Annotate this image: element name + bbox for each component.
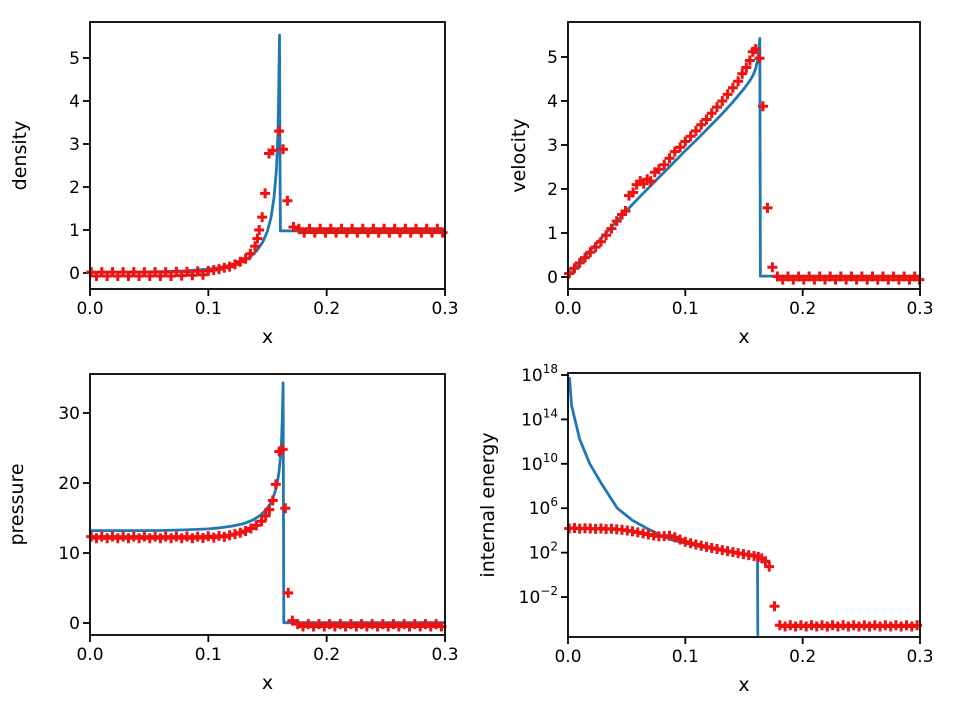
x-tick-label: 0.2 <box>789 299 816 319</box>
x-tick-label: 0.0 <box>76 645 103 665</box>
x-axis-label: x <box>262 672 273 694</box>
y-tick-label: 10−2 <box>519 584 558 608</box>
x-axis: 0.0 0.1 0.2 0.3 <box>554 289 934 319</box>
y-axis: 0 1 2 3 4 5 <box>547 48 568 288</box>
x-tick-label: 0.2 <box>313 299 340 319</box>
subplot-internal-energy: 0.0 0.1 0.2 0.3 10−2 102 106 1010 1014 1018 x inter… <box>477 360 960 720</box>
axes-frame <box>89 373 446 636</box>
y-tick-label: 1010 <box>521 451 558 475</box>
analytic-solution-line <box>90 381 445 625</box>
y-axis: 0 1 2 3 4 5 <box>69 49 90 284</box>
analytic-solution-line <box>568 377 760 636</box>
simulation-plus-markers <box>86 444 447 632</box>
y-axis-label: pressure <box>6 463 28 545</box>
x-tick-label: 0.0 <box>554 647 581 667</box>
chart-density: 0.0 0.1 0.2 0.3 0 1 2 3 4 5 x density <box>9 21 459 348</box>
x-tick-label: 0.2 <box>789 647 816 667</box>
y-tick-label: 1 <box>547 224 558 244</box>
x-axis: 0.0 0.1 0.2 0.3 <box>76 289 459 319</box>
subplot-pressure: 0.0 0.1 0.2 0.3 0 10 20 30 x pressure <box>0 360 480 720</box>
x-tick-label: 0.1 <box>195 645 222 665</box>
y-axis-label: density <box>9 121 31 191</box>
axes-frame <box>567 21 921 290</box>
x-axis-label: x <box>738 674 749 696</box>
y-tick-label: 10 <box>58 544 80 564</box>
x-tick-label: 0.3 <box>431 645 458 665</box>
x-axis-label: x <box>262 326 273 348</box>
y-tick-label: 106 <box>529 495 558 519</box>
simulation-plus-markers <box>564 523 923 632</box>
y-axis-label: velocity <box>508 118 530 192</box>
y-axis: 10−2 102 106 1010 1014 1018 <box>519 362 568 608</box>
axes-frame <box>89 21 446 290</box>
y-tick-label: 4 <box>547 92 558 112</box>
chart-velocity: 0.0 0.1 0.2 0.3 0 1 2 3 4 5 x velocity <box>508 21 934 348</box>
y-axis: 0 10 20 30 <box>58 404 90 634</box>
x-tick-label: 0.0 <box>76 299 103 319</box>
y-axis-label: internal energy <box>480 432 499 577</box>
x-tick-label: 0.0 <box>554 299 581 319</box>
subplot-velocity: 0.0 0.1 0.2 0.3 0 1 2 3 4 5 x velocity <box>480 0 960 360</box>
axes-frame <box>567 372 921 638</box>
chart-pressure: 0.0 0.1 0.2 0.3 0 10 20 30 x pressure <box>6 373 459 694</box>
y-tick-label: 30 <box>58 404 80 424</box>
y-tick-label: 1 <box>69 221 80 241</box>
chart-internal_energy: 0.0 0.1 0.2 0.3 10−2 102 106 1010 1014 1018 x inter… <box>477 362 934 696</box>
x-tick-label: 0.1 <box>672 299 699 319</box>
subplot-density: 0.0 0.1 0.2 0.3 0 1 2 3 4 5 x density <box>0 0 480 360</box>
y-tick-label: 5 <box>547 48 558 68</box>
y-tick-label: 2 <box>69 178 80 198</box>
x-tick-label: 0.3 <box>431 299 458 319</box>
simulation-plus-markers <box>564 44 925 285</box>
simulation-plus-markers <box>86 126 448 281</box>
x-tick-label: 0.2 <box>313 645 340 665</box>
y-tick-label: 102 <box>529 540 558 564</box>
y-tick-label: 0 <box>69 614 80 634</box>
y-tick-label: 5 <box>69 49 80 69</box>
x-axis-label: x <box>738 326 749 348</box>
x-axis: 0.0 0.1 0.2 0.3 <box>554 637 934 667</box>
y-tick-label: 3 <box>69 135 80 155</box>
y-tick-label: 4 <box>69 92 80 112</box>
x-axis: 0.0 0.1 0.2 0.3 <box>76 635 459 665</box>
y-tick-label: 3 <box>547 136 558 156</box>
x-tick-label: 0.1 <box>672 647 699 667</box>
y-tick-label: 20 <box>58 474 80 494</box>
y-tick-label: 2 <box>547 180 558 200</box>
x-tick-label: 0.1 <box>195 299 222 319</box>
x-tick-label: 0.3 <box>906 647 933 667</box>
y-tick-label: 0 <box>69 264 80 284</box>
y-tick-label: 1014 <box>521 406 558 430</box>
y-tick-label: 0 <box>547 268 558 288</box>
x-tick-label: 0.3 <box>906 299 933 319</box>
y-tick-label: 1018 <box>521 362 558 386</box>
